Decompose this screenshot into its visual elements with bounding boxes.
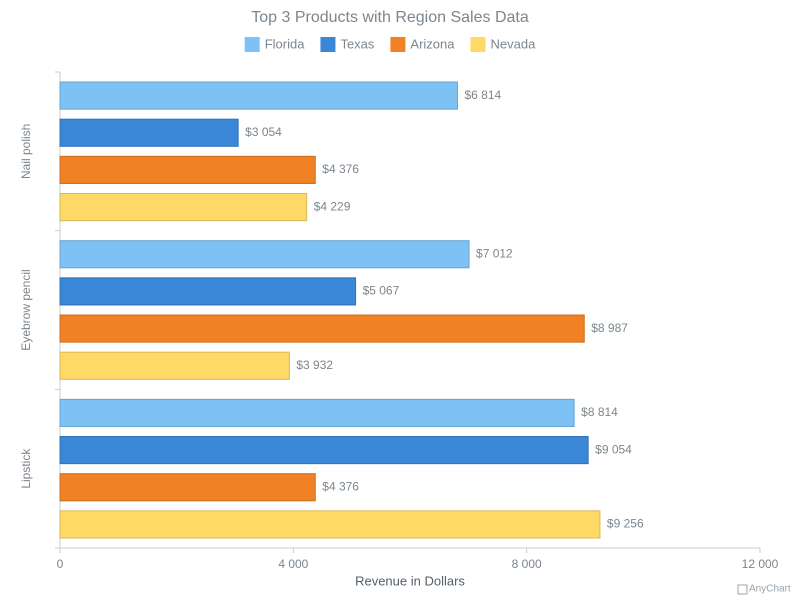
value-label: $7 012 — [476, 246, 513, 260]
bar — [59, 351, 290, 380]
bar — [59, 436, 589, 465]
bar — [59, 277, 357, 306]
value-label: $4 229 — [314, 199, 351, 213]
legend-swatch — [390, 37, 406, 52]
value-label: $6 814 — [464, 88, 501, 102]
bar — [59, 510, 601, 539]
y-tick-label: Nail polish — [19, 124, 33, 179]
bar — [59, 398, 575, 427]
x-tick-label: 12 000 — [742, 557, 779, 571]
value-label: $9 256 — [607, 517, 644, 531]
x-tick-label: 0 — [57, 557, 64, 571]
value-label: $9 054 — [595, 442, 632, 456]
legend-swatch — [320, 37, 336, 52]
legend-label: Florida — [265, 36, 306, 51]
x-axis-title: Revenue in Dollars — [355, 573, 465, 588]
value-label: $8 814 — [581, 405, 618, 419]
x-tick-label: 4 000 — [278, 557, 308, 571]
legend-swatch — [470, 37, 486, 52]
legend-label: Arizona — [410, 36, 455, 51]
bar — [59, 118, 239, 147]
credit-icon — [737, 584, 748, 595]
legend-label: Texas — [340, 36, 374, 51]
value-label: $3 932 — [296, 358, 333, 372]
value-label: $4 376 — [322, 479, 359, 493]
y-tick-label: Eyebrow pencil — [19, 269, 33, 350]
value-label: $5 067 — [363, 284, 400, 298]
bar — [59, 155, 316, 184]
bar — [59, 314, 585, 343]
legend: Florida Texas Arizona Nevada — [244, 36, 536, 52]
credit[interactable]: AnyChart — [749, 584, 791, 595]
legend-label: Nevada — [490, 36, 536, 51]
y-tick-label: Lipstick — [19, 448, 33, 489]
bar — [59, 193, 308, 222]
value-label: $8 987 — [591, 321, 628, 335]
value-label: $3 054 — [245, 125, 282, 139]
bar — [59, 240, 470, 269]
bar — [59, 473, 316, 502]
value-label: $4 376 — [322, 162, 359, 176]
legend-swatch — [244, 37, 260, 52]
chart-title: Top 3 Products with Region Sales Data — [251, 9, 529, 26]
bar — [59, 81, 458, 110]
x-tick-label: 8 000 — [512, 557, 542, 571]
